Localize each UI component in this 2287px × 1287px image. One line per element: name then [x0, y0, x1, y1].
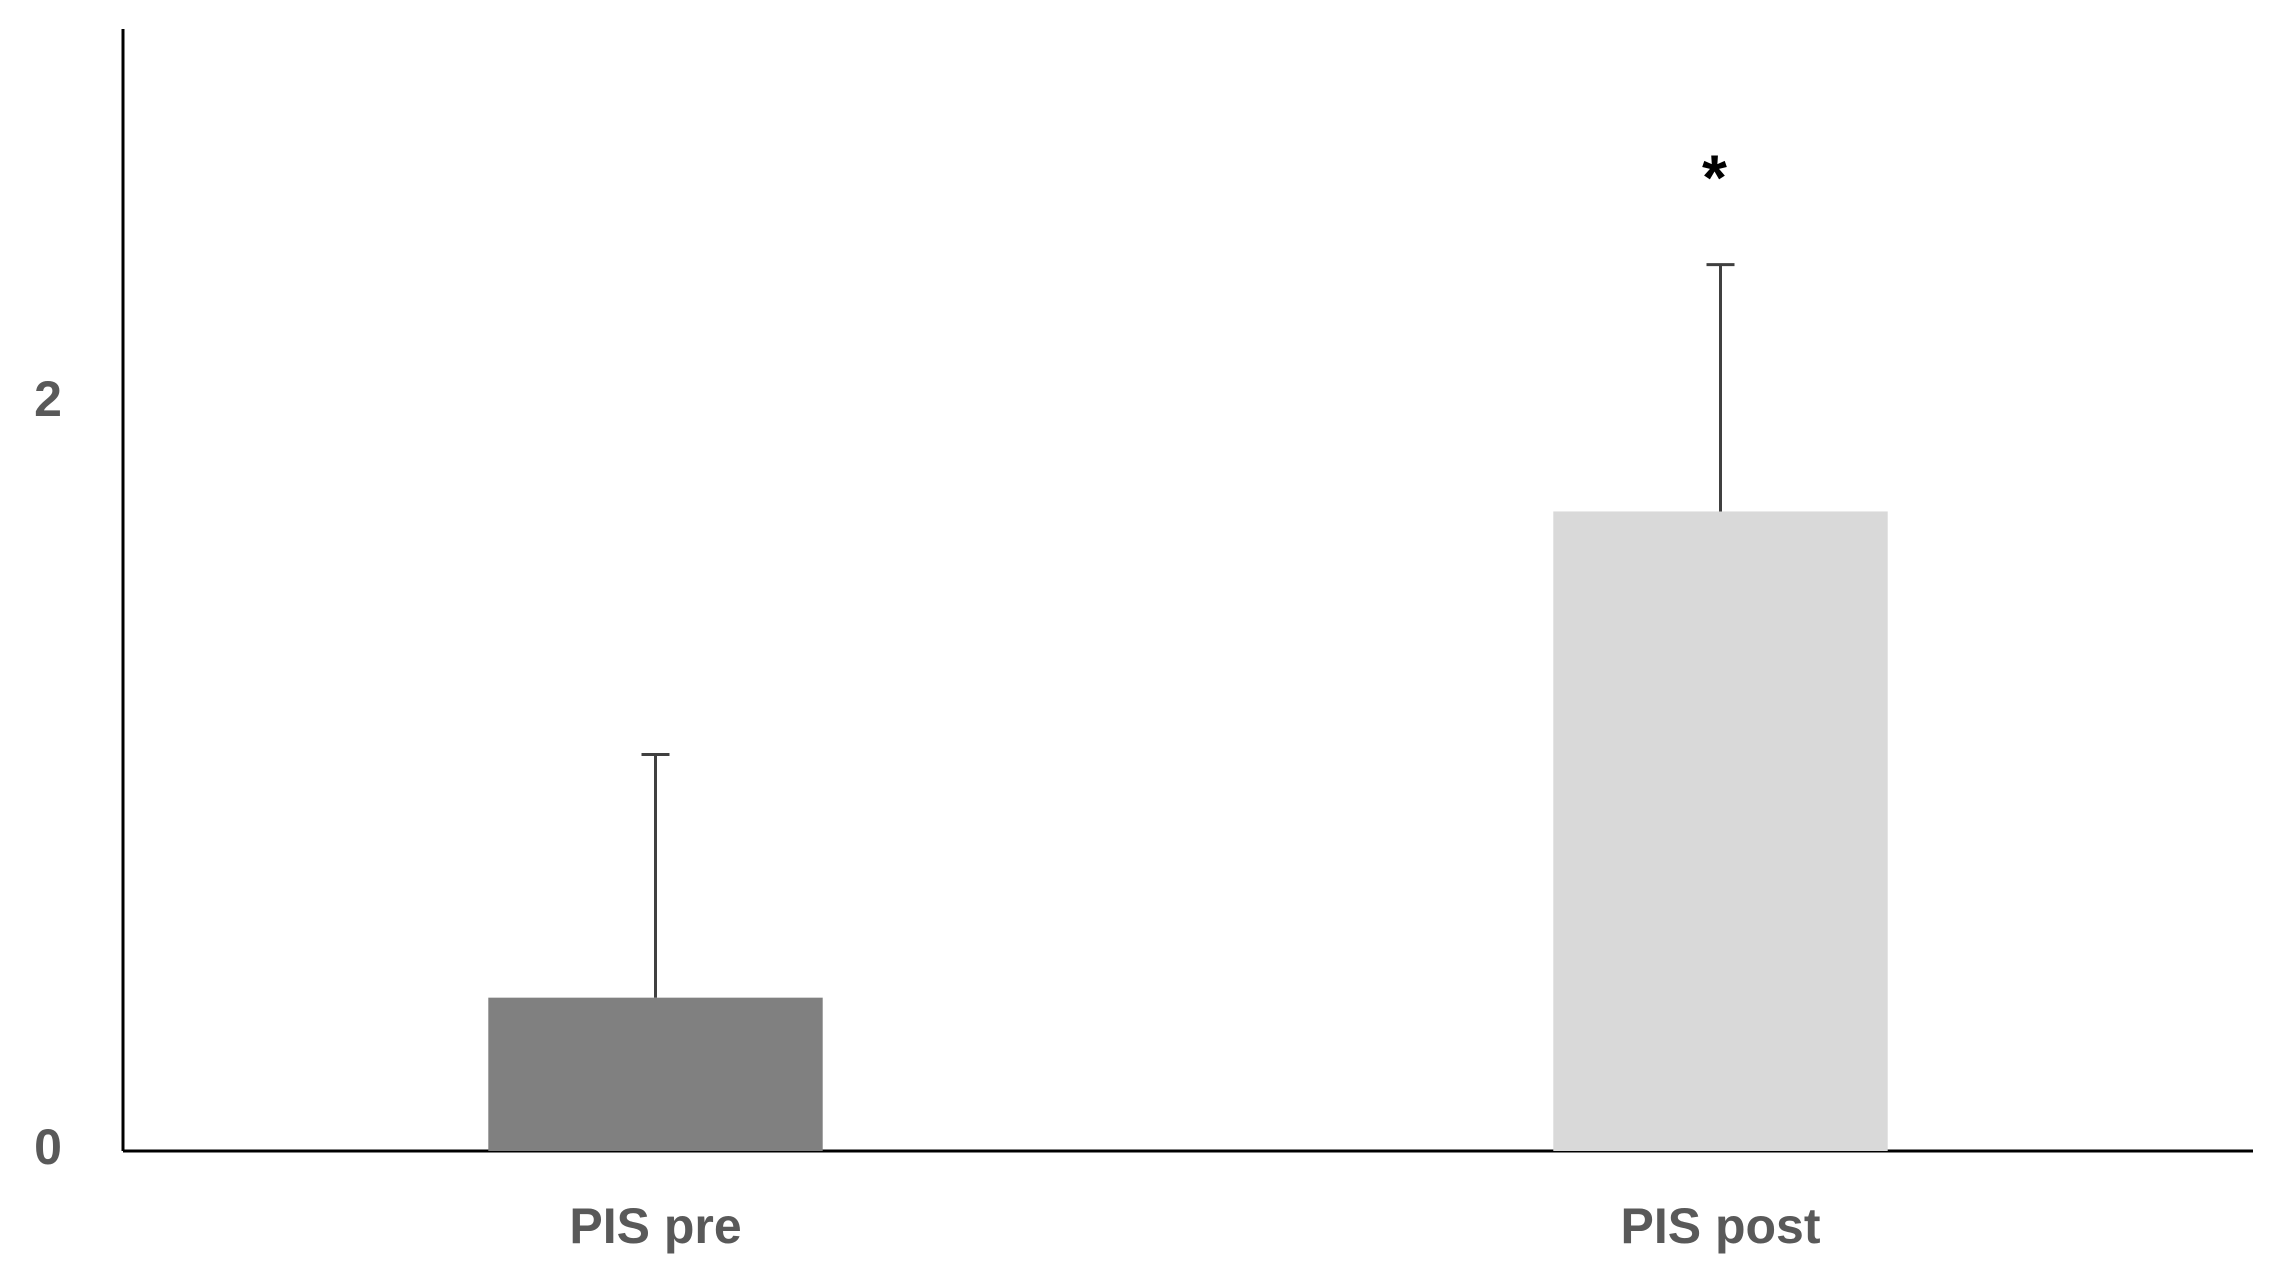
x-tick-label: PIS post — [1620, 1198, 1820, 1254]
y-tick-label: 0 — [34, 1119, 62, 1175]
error-bar — [1706, 263, 1735, 512]
bar — [1553, 511, 1888, 1152]
error-bar — [641, 753, 670, 998]
y-tick-label: 2 — [34, 371, 62, 427]
annotation: * — [1702, 142, 1727, 214]
x-tick-label: PIS pre — [569, 1198, 741, 1254]
bar — [488, 997, 823, 1151]
